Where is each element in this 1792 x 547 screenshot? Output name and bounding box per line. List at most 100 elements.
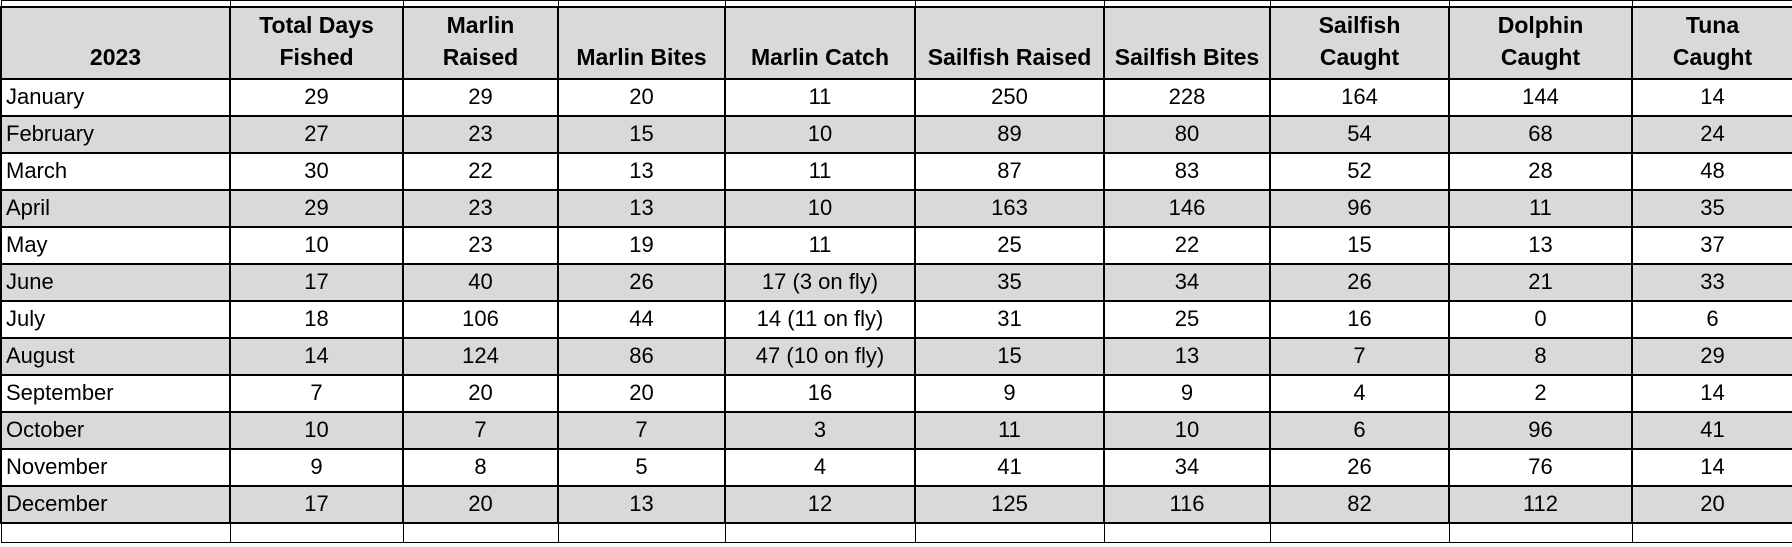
value-cell[interactable]: 10: [724, 114, 916, 154]
value-cell[interactable]: 11: [724, 77, 916, 117]
value-cell[interactable]: 228: [1103, 77, 1271, 117]
value-cell[interactable]: 89: [914, 114, 1105, 154]
value-cell[interactable]: 41: [1631, 410, 1792, 450]
value-cell[interactable]: 16: [1269, 299, 1450, 339]
value-cell[interactable]: 0: [1448, 299, 1633, 339]
value-cell[interactable]: 29: [229, 188, 404, 228]
header-cell-sailfish-raised[interactable]: Sailfish Raised: [914, 5, 1105, 80]
value-cell[interactable]: 14: [229, 336, 404, 376]
header-cell-dolphin-caught[interactable]: Dolphin Caught: [1448, 5, 1633, 80]
value-cell[interactable]: 20: [557, 373, 726, 413]
value-cell[interactable]: 29: [1631, 336, 1792, 376]
value-cell[interactable]: 11: [724, 151, 916, 191]
value-cell[interactable]: 25: [1103, 299, 1271, 339]
value-cell[interactable]: 10: [1103, 410, 1271, 450]
value-cell[interactable]: 8: [402, 447, 559, 487]
value-cell[interactable]: 26: [1269, 447, 1450, 487]
value-cell[interactable]: 2: [1448, 373, 1633, 413]
month-cell[interactable]: June: [0, 262, 231, 302]
value-cell[interactable]: 9: [1103, 373, 1271, 413]
value-cell[interactable]: 3: [724, 410, 916, 450]
value-cell[interactable]: 15: [914, 336, 1105, 376]
header-cell-sailfish-caught[interactable]: Sailfish Caught: [1269, 5, 1450, 80]
value-cell[interactable]: 11: [724, 225, 916, 265]
header-cell-total-days-fished[interactable]: Total Days Fished: [229, 5, 404, 80]
value-cell[interactable]: 40: [402, 262, 559, 302]
value-cell[interactable]: 82: [1269, 484, 1450, 524]
value-cell[interactable]: 29: [402, 77, 559, 117]
value-cell[interactable]: 144: [1448, 77, 1633, 117]
month-cell[interactable]: February: [0, 114, 231, 154]
value-cell[interactable]: 44: [557, 299, 726, 339]
value-cell[interactable]: 86: [557, 336, 726, 376]
value-cell[interactable]: 13: [1103, 336, 1271, 376]
value-cell[interactable]: 17: [229, 262, 404, 302]
value-cell[interactable]: 28: [1448, 151, 1633, 191]
header-cell-sailfish-bites[interactable]: Sailfish Bites: [1103, 5, 1271, 80]
value-cell[interactable]: 106: [402, 299, 559, 339]
value-cell[interactable]: 112: [1448, 484, 1633, 524]
header-cell-marlin-catch[interactable]: Marlin Catch: [724, 5, 916, 80]
value-cell[interactable]: 7: [557, 410, 726, 450]
value-cell[interactable]: 20: [402, 373, 559, 413]
value-cell[interactable]: 4: [1269, 373, 1450, 413]
value-cell[interactable]: 33: [1631, 262, 1792, 302]
value-cell[interactable]: 34: [1103, 262, 1271, 302]
value-cell[interactable]: 17: [229, 484, 404, 524]
value-cell[interactable]: 20: [1631, 484, 1792, 524]
month-cell[interactable]: December: [0, 484, 231, 524]
month-cell[interactable]: October: [0, 410, 231, 450]
value-cell[interactable]: 20: [557, 77, 726, 117]
value-cell[interactable]: 96: [1269, 188, 1450, 228]
value-cell[interactable]: 5: [557, 447, 726, 487]
value-cell[interactable]: 35: [914, 262, 1105, 302]
value-cell[interactable]: 14 (11 on fly): [724, 299, 916, 339]
value-cell[interactable]: 22: [402, 151, 559, 191]
value-cell[interactable]: 13: [1448, 225, 1633, 265]
month-cell[interactable]: April: [0, 188, 231, 228]
header-cell-tuna-caught[interactable]: Tuna Caught: [1631, 5, 1792, 80]
value-cell[interactable]: 80: [1103, 114, 1271, 154]
header-cell-marlin-raised[interactable]: Marlin Raised: [402, 5, 559, 80]
value-cell[interactable]: 26: [557, 262, 726, 302]
value-cell[interactable]: 15: [1269, 225, 1450, 265]
value-cell[interactable]: 7: [229, 373, 404, 413]
value-cell[interactable]: 14: [1631, 373, 1792, 413]
month-cell[interactable]: March: [0, 151, 231, 191]
value-cell[interactable]: 116: [1103, 484, 1271, 524]
value-cell[interactable]: 250: [914, 77, 1105, 117]
value-cell[interactable]: 25: [914, 225, 1105, 265]
value-cell[interactable]: 9: [229, 447, 404, 487]
value-cell[interactable]: 125: [914, 484, 1105, 524]
value-cell[interactable]: 13: [557, 484, 726, 524]
value-cell[interactable]: 87: [914, 151, 1105, 191]
value-cell[interactable]: 7: [402, 410, 559, 450]
value-cell[interactable]: 14: [1631, 447, 1792, 487]
value-cell[interactable]: 6: [1269, 410, 1450, 450]
value-cell[interactable]: 10: [229, 225, 404, 265]
value-cell[interactable]: 20: [402, 484, 559, 524]
value-cell[interactable]: 163: [914, 188, 1105, 228]
value-cell[interactable]: 10: [724, 188, 916, 228]
value-cell[interactable]: 11: [914, 410, 1105, 450]
value-cell[interactable]: 14: [1631, 77, 1792, 117]
value-cell[interactable]: 13: [557, 151, 726, 191]
value-cell[interactable]: 7: [1269, 336, 1450, 376]
value-cell[interactable]: 8: [1448, 336, 1633, 376]
value-cell[interactable]: 26: [1269, 262, 1450, 302]
value-cell[interactable]: 18: [229, 299, 404, 339]
month-cell[interactable]: August: [0, 336, 231, 376]
month-cell[interactable]: July: [0, 299, 231, 339]
value-cell[interactable]: 21: [1448, 262, 1633, 302]
value-cell[interactable]: 47 (10 on fly): [724, 336, 916, 376]
value-cell[interactable]: 52: [1269, 151, 1450, 191]
value-cell[interactable]: 76: [1448, 447, 1633, 487]
value-cell[interactable]: 23: [402, 114, 559, 154]
value-cell[interactable]: 10: [229, 410, 404, 450]
value-cell[interactable]: 124: [402, 336, 559, 376]
value-cell[interactable]: 6: [1631, 299, 1792, 339]
value-cell[interactable]: 15: [557, 114, 726, 154]
header-cell-year[interactable]: 2023: [0, 5, 231, 80]
value-cell[interactable]: 29: [229, 77, 404, 117]
value-cell[interactable]: 19: [557, 225, 726, 265]
